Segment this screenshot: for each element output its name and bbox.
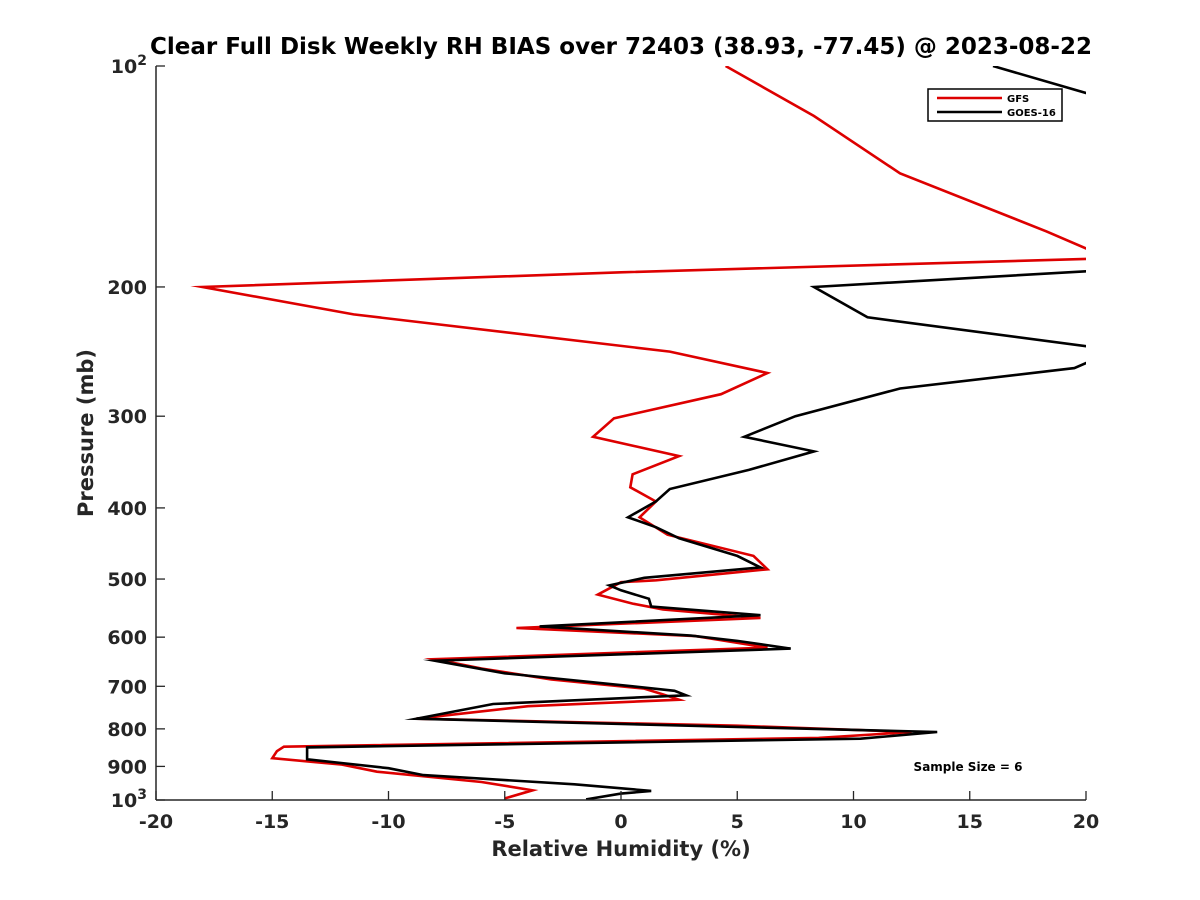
y-tick-label: 500 (107, 569, 147, 591)
legend-label: GOES-16 (1007, 108, 1056, 119)
x-tick-label: -10 (371, 811, 405, 833)
x-tick-label: -20 (139, 811, 173, 833)
y-tick-label: 400 (107, 498, 147, 520)
y-tick-label: 102 (111, 53, 147, 78)
legend: GFS GOES-16 (927, 88, 1063, 122)
axes-layer: -20 -15 -10 -5 0 5 10 15 20 102 200 300 400 500 600 700… (107, 53, 1099, 833)
y-axis-title: Pressure (mb) (74, 349, 98, 517)
series-line-goes-16 (305, 66, 1086, 800)
x-tick-label: 0 (614, 811, 627, 833)
x-tick-label: 20 (1073, 811, 1099, 833)
legend-label: GFS (1007, 94, 1029, 105)
series-line-gfs (190, 66, 1086, 800)
y-tick-label: 800 (107, 719, 147, 741)
y-tick-label: 103 (111, 787, 147, 812)
sample-size-annotation: Sample Size = 6 (914, 760, 1023, 774)
x-tick-label: -5 (494, 811, 515, 833)
y-tick-label: 300 (107, 406, 147, 428)
x-tick-label: 10 (840, 811, 866, 833)
y-tick-label: 700 (107, 676, 147, 698)
y-tick-label: 200 (107, 277, 147, 299)
series-layer (190, 66, 1086, 800)
chart-title: Clear Full Disk Weekly RH BIAS over 7240… (150, 34, 1092, 60)
x-axis-title: Relative Humidity (%) (491, 837, 750, 861)
legend-box (927, 88, 1063, 122)
x-tick-label: -15 (255, 811, 289, 833)
x-tick-label: 15 (957, 811, 983, 833)
y-tick-label: 600 (107, 627, 147, 649)
y-tick-label: 900 (107, 756, 147, 778)
x-tick-label: 5 (731, 811, 744, 833)
